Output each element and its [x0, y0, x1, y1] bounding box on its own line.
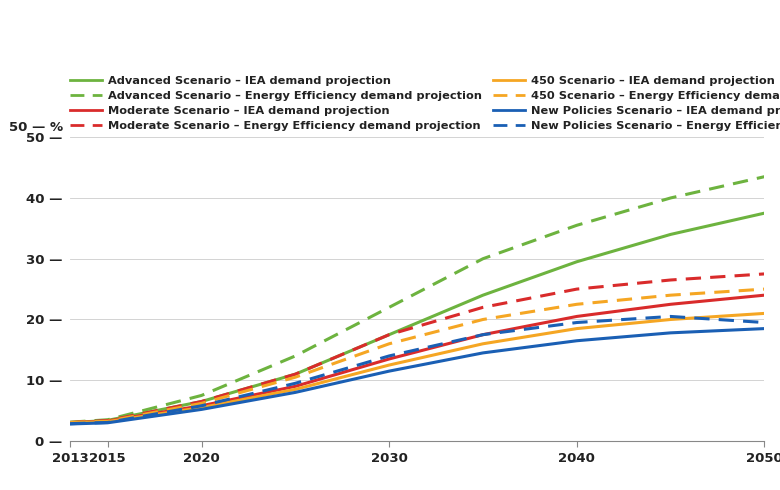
Legend: Advanced Scenario – IEA demand projection, Advanced Scenario – Energy Efficiency: Advanced Scenario – IEA demand projectio…	[70, 76, 780, 131]
Text: 50 — %: 50 — %	[9, 121, 63, 134]
